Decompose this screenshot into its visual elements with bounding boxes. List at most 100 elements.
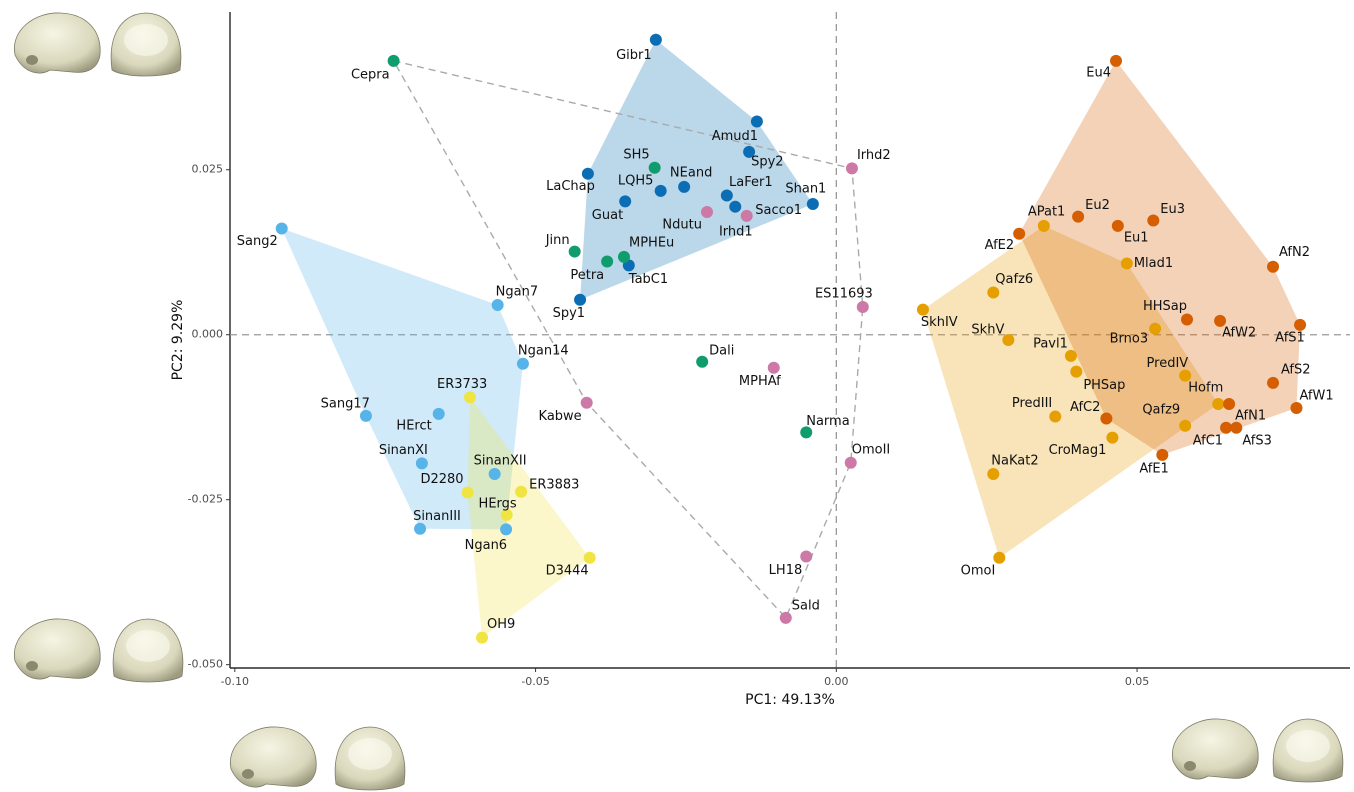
point-label: AfC1 [1193, 433, 1223, 448]
point-label: Ndutu [662, 217, 702, 232]
point-label: AfE2 [985, 238, 1015, 253]
point-label: SinanXII [474, 453, 527, 468]
point [491, 299, 504, 312]
point [1179, 419, 1192, 432]
point-label: AfS3 [1242, 433, 1272, 448]
point-label: Qafz9 [1142, 402, 1180, 417]
point [729, 200, 742, 213]
group-hull [580, 39, 813, 300]
point-label: Irhd2 [857, 148, 891, 163]
skull-back-view [1272, 718, 1344, 783]
point [432, 407, 445, 420]
point [1212, 398, 1225, 411]
point-label: Hofm [1188, 381, 1223, 396]
point-label: Qafz6 [995, 272, 1033, 287]
point [601, 255, 614, 268]
point-label: SH5 [623, 147, 649, 162]
point-label: PHSap [1083, 378, 1125, 393]
point-label: OmoI [961, 563, 996, 578]
x-tick-label: -0.05 [521, 675, 549, 688]
point-label: PredIV [1147, 356, 1189, 371]
points [275, 33, 1307, 644]
skull-back-view [334, 726, 406, 791]
point [767, 361, 780, 374]
point [916, 303, 929, 316]
point [1072, 210, 1085, 223]
point-label: Eu3 [1160, 202, 1185, 217]
point-label: PredIII [1012, 396, 1052, 411]
point [844, 456, 857, 469]
point [800, 426, 813, 439]
skull-back-view [112, 618, 184, 683]
point-label: Brno3 [1110, 331, 1149, 346]
point [1106, 431, 1119, 444]
group-hull [281, 228, 523, 530]
point-label: Jinn [545, 233, 570, 248]
point-label: Amud1 [712, 129, 758, 144]
point-label: SinanXI [379, 443, 428, 458]
point [1220, 421, 1233, 434]
group-hull [467, 397, 590, 638]
point-label: Spy1 [553, 306, 585, 321]
x-axis-title: PC1: 49.13% [745, 692, 835, 708]
point [1267, 376, 1280, 389]
point-label: CroMag1 [1049, 443, 1107, 458]
point [1037, 219, 1050, 232]
point-label: LaFer1 [729, 175, 773, 190]
y-tick-label: -0.025 [188, 493, 223, 506]
point [414, 522, 427, 535]
y-tick-label: 0.000 [192, 328, 224, 341]
point [1180, 313, 1193, 326]
point-label: Gibr1 [616, 48, 652, 63]
point [1002, 334, 1015, 346]
point-label: D2280 [420, 472, 463, 487]
point-label: MPHEu [629, 235, 674, 250]
point [648, 161, 661, 174]
point [568, 245, 581, 258]
point-label: AfN1 [1235, 409, 1266, 424]
point [574, 293, 587, 306]
point-label: Dali [709, 343, 734, 358]
point [515, 485, 528, 498]
point-label: AfW2 [1222, 325, 1256, 340]
point-label: Sang17 [321, 396, 370, 411]
point-label: Sang2 [237, 234, 278, 249]
point [1013, 227, 1026, 240]
point [1267, 260, 1280, 273]
point [720, 189, 733, 202]
point-label: AfW1 [1299, 388, 1333, 403]
point [750, 115, 763, 128]
point [516, 357, 529, 370]
point [845, 162, 858, 175]
point-label: Kabwe [539, 409, 582, 424]
point [743, 145, 756, 158]
y-tick-label: -0.050 [188, 658, 223, 671]
point-label: NEand [670, 165, 712, 180]
point-label: AfS2 [1281, 362, 1311, 377]
x-tick-label: 0.05 [1125, 675, 1150, 688]
point [461, 486, 474, 499]
point-label: Mlad1 [1134, 256, 1173, 271]
point-label: OmoII [852, 442, 891, 457]
point [464, 391, 476, 404]
point [856, 301, 869, 314]
point [1230, 421, 1243, 434]
point-label: SkhIV [921, 315, 958, 330]
point [1290, 401, 1303, 414]
point-label: OH9 [487, 617, 515, 632]
point-label: AfN2 [1279, 245, 1310, 260]
point [1223, 398, 1236, 411]
point-label: Shan1 [785, 182, 826, 197]
point [583, 551, 596, 564]
point [1214, 314, 1227, 327]
point [476, 631, 489, 644]
point-label: AfS1 [1275, 330, 1305, 345]
point [488, 467, 501, 480]
point-label: Ngan7 [496, 285, 538, 300]
point [619, 195, 632, 208]
point [617, 250, 630, 263]
point-label: Narma [806, 414, 849, 429]
point-label: Guat [592, 208, 623, 223]
